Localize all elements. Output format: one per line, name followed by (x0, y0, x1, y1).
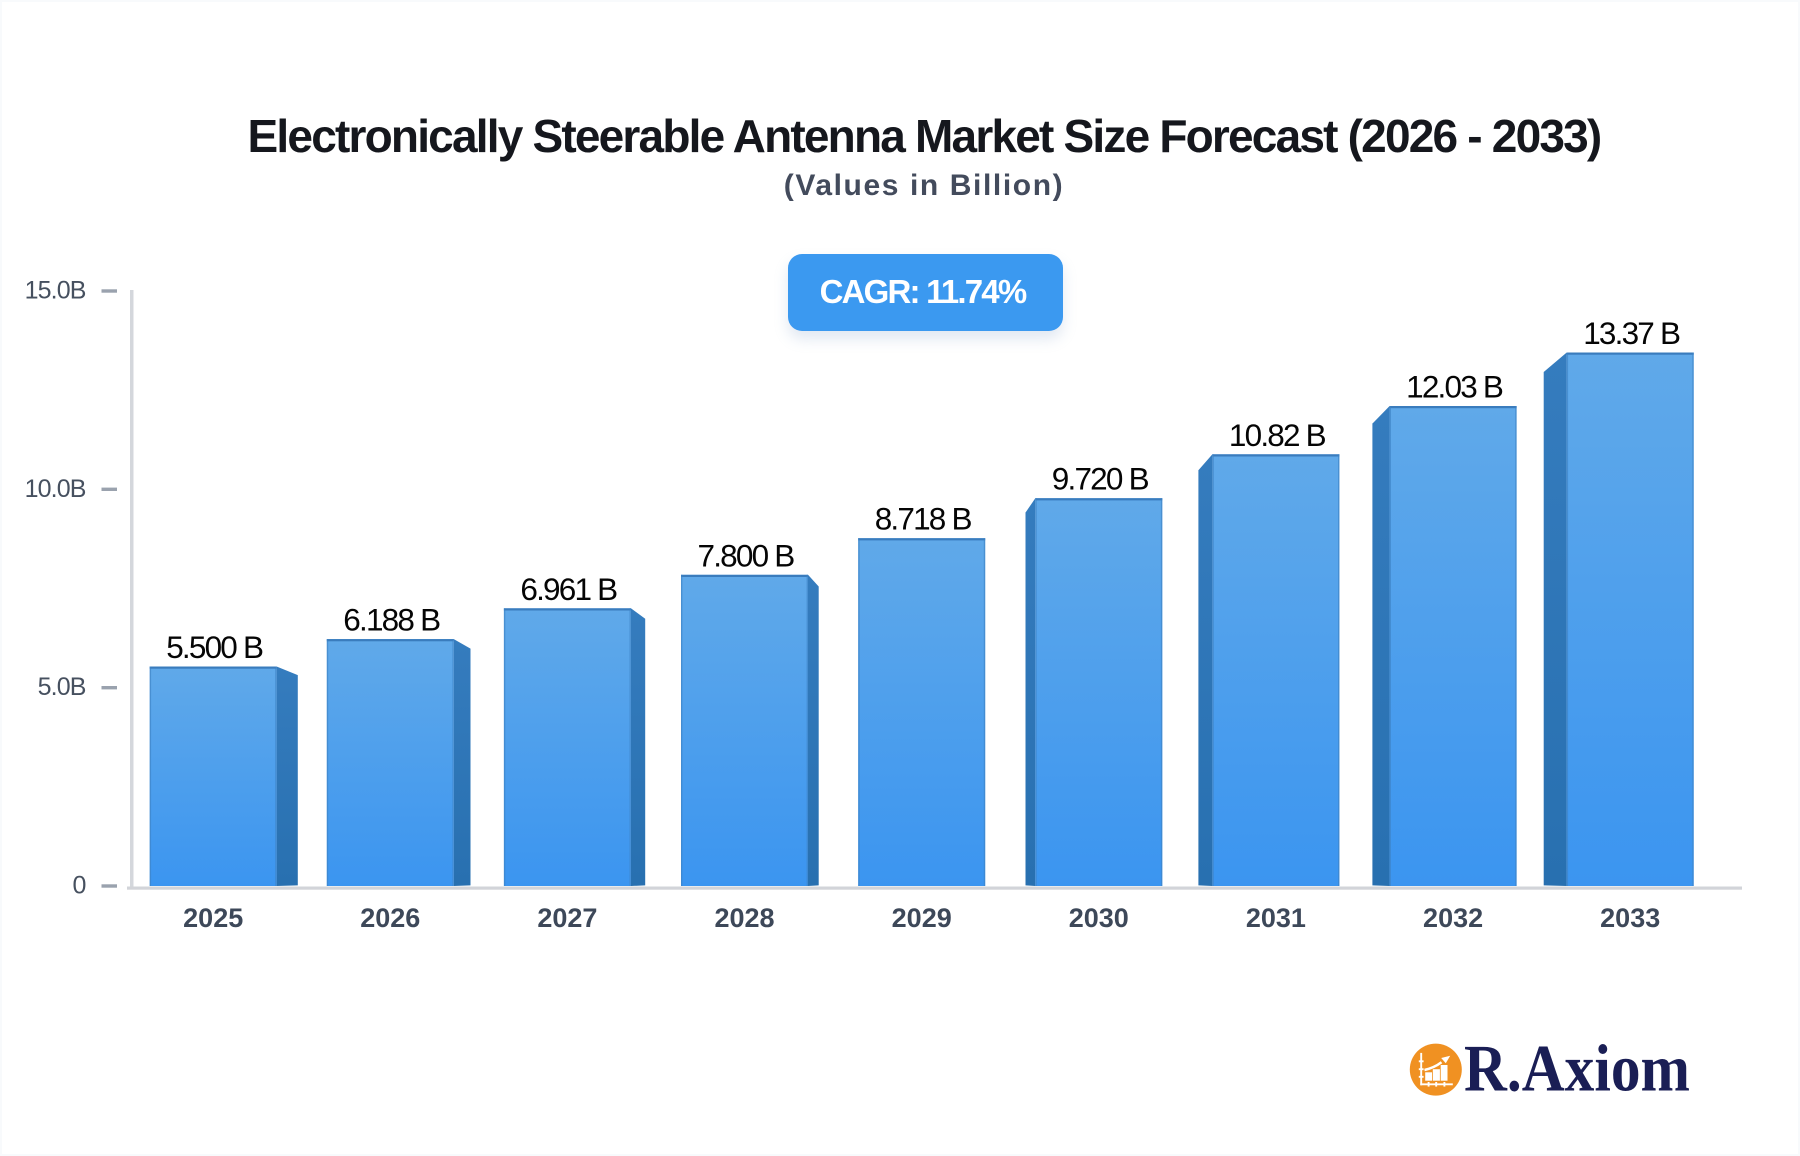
svg-text:5.0B: 5.0B (38, 673, 86, 701)
svg-text:2025: 2025 (183, 903, 243, 933)
svg-text:2028: 2028 (714, 903, 774, 933)
svg-text:2033: 2033 (1600, 903, 1660, 933)
svg-text:6.961 B: 6.961 B (520, 571, 617, 607)
svg-text:5.500 B: 5.500 B (166, 629, 263, 665)
svg-text:R.Axiom: R.Axiom (1464, 1032, 1690, 1106)
svg-text:10.0B: 10.0B (25, 475, 86, 503)
svg-text:7.800 B: 7.800 B (698, 537, 795, 573)
svg-text:12.03 B: 12.03 B (1406, 369, 1503, 405)
svg-text:10.82 B: 10.82 B (1229, 417, 1326, 453)
svg-text:2029: 2029 (892, 903, 952, 933)
svg-text:0: 0 (72, 872, 85, 900)
svg-text:2027: 2027 (537, 903, 597, 933)
svg-text:8.718 B: 8.718 B (875, 501, 972, 537)
svg-text:2030: 2030 (1069, 903, 1129, 933)
svg-text:9.720 B: 9.720 B (1052, 461, 1149, 497)
svg-text:15.0B: 15.0B (25, 277, 86, 305)
svg-text:2031: 2031 (1246, 903, 1306, 933)
svg-text:2026: 2026 (360, 903, 420, 933)
svg-text:13.37 B: 13.37 B (1583, 315, 1680, 351)
svg-text:2032: 2032 (1423, 903, 1483, 933)
svg-text:6.188 B: 6.188 B (343, 602, 440, 638)
